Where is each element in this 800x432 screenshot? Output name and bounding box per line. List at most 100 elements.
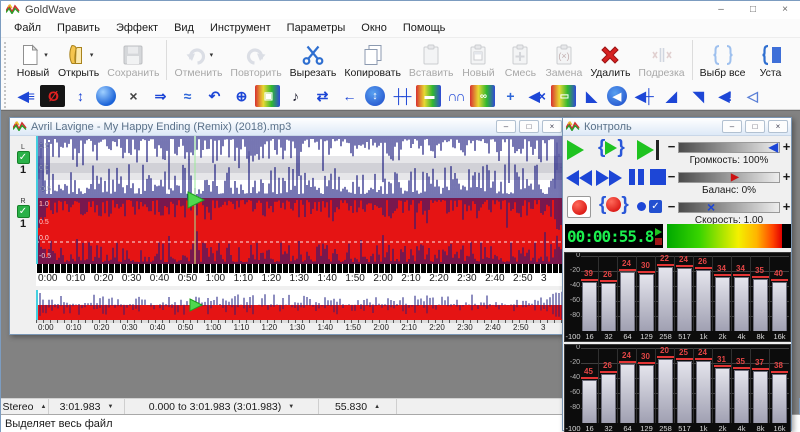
level-meter — [667, 224, 791, 248]
sphere-tool-icon[interactable] — [96, 86, 116, 106]
channel-checkbox[interactable]: ✓ — [16, 151, 30, 164]
fade-out-icon[interactable]: ◥ — [693, 87, 704, 104]
dropdown-arrow-icon[interactable]: ▾ — [44, 51, 48, 59]
peak-line — [657, 355, 674, 358]
minus-button[interactable]: − — [667, 169, 676, 184]
reverse-effect-icon[interactable]: ↶ — [208, 87, 221, 104]
sphere-pan-icon[interactable]: ↕ — [365, 86, 385, 106]
volume-node-icon[interactable]: ◁ — [747, 87, 758, 104]
close-button[interactable]: × — [782, 4, 788, 15]
plus-button[interactable]: + — [782, 169, 791, 184]
minimize-button[interactable]: – — [722, 120, 742, 133]
minus-button[interactable]: − — [667, 139, 676, 154]
открыть-button[interactable]: ▾ Открыть — [54, 40, 103, 80]
close-button[interactable]: × — [542, 120, 562, 133]
menu-item-вид[interactable]: Вид — [174, 22, 194, 34]
band-cart-icon[interactable]: ∞ — [470, 85, 495, 107]
speed-track[interactable]: × — [678, 198, 780, 215]
menu-item-помощь[interactable]: Помощь — [402, 22, 446, 34]
speaker-properties-icon[interactable]: ◀≡ — [18, 87, 35, 104]
paste-at-marker-icon[interactable]: ⇒ — [154, 87, 167, 104]
mechanize-effect-icon[interactable]: ⊕ — [235, 87, 248, 104]
volume-shape-icon[interactable]: ◣ — [586, 87, 597, 104]
dropdown-arrow-icon[interactable]: ▾ — [209, 51, 214, 59]
x-axis-label: 1k — [699, 332, 708, 341]
editor-titlebar[interactable]: Avril Lavigne - My Happy Ending (Remix) … — [10, 118, 565, 136]
control-titlebar[interactable]: Контроль – □ × — [563, 118, 791, 136]
menu-item-эффект[interactable]: Эффект — [115, 22, 159, 34]
menu-item-править[interactable]: Править — [57, 22, 100, 34]
выбр все-button[interactable]: Выбр все — [696, 40, 750, 80]
pitch-bands-icon[interactable]: ▬ — [416, 85, 441, 107]
volume-track[interactable]: ◀ — [678, 139, 780, 154]
offset-cart-icon[interactable]: ▭ — [551, 85, 576, 107]
play-button[interactable] — [567, 140, 584, 160]
maximize-vertical-icon[interactable]: ↕ — [77, 88, 84, 104]
maximize-button[interactable]: □ — [749, 4, 757, 15]
уста-button[interactable]: Уста — [750, 40, 792, 80]
minus-button[interactable]: − — [667, 199, 676, 214]
flanger-pinch-icon[interactable]: + — [506, 88, 514, 104]
volume-match-icon[interactable]: ◀┼ — [635, 87, 654, 104]
navigate-back-icon[interactable]: ← — [342, 88, 357, 104]
maximize-button[interactable]: □ — [745, 120, 765, 133]
новый-button[interactable]: ▾ Новый — [12, 40, 54, 80]
equalizer-sliders-icon[interactable]: ┼┼ — [393, 88, 412, 104]
doppler-effect-icon[interactable]: ▣ — [255, 85, 280, 107]
record-button[interactable] — [567, 196, 591, 218]
noise-gate-icon[interactable]: ◀× — [529, 87, 546, 104]
toolbar-grip[interactable] — [4, 83, 9, 109]
status-cell-2[interactable]: 0.000 to 3:01.983 (3:01.983) ▼ — [125, 399, 319, 414]
select-all-icon — [711, 41, 735, 68]
toolbar-grip[interactable] — [4, 42, 9, 80]
channel-checkbox[interactable]: ✓ — [16, 205, 30, 218]
play-to-end-button[interactable] — [637, 140, 659, 160]
grid-line — [655, 348, 656, 423]
dropdown-arrow-icon[interactable]: ▾ — [89, 51, 94, 59]
stop-button[interactable] — [650, 169, 666, 185]
close-button[interactable]: × — [768, 120, 788, 133]
копировать-button[interactable]: Копировать — [340, 40, 405, 80]
speed-thumb-icon[interactable]: × — [707, 198, 716, 215]
fast-forward-button[interactable] — [596, 170, 622, 186]
speed-slider[interactable]: − × + — [667, 198, 791, 215]
monitor-off-icon[interactable]: Ø — [40, 85, 65, 107]
fade-in-icon[interactable]: ◢ — [666, 87, 677, 104]
scissors-icon — [301, 41, 325, 68]
plus-button[interactable]: + — [782, 199, 791, 214]
status-cell-3[interactable]: 55.830 ▲ — [319, 399, 397, 414]
pause-button[interactable] — [629, 169, 647, 185]
cue-points-icon[interactable]: × — [129, 88, 137, 104]
gate-doors-icon[interactable]: ∩∩ — [447, 88, 465, 104]
playlist-notes-icon[interactable]: ♪ — [292, 88, 299, 104]
waveform-view[interactable]: 0.5 0.0 -0.5 1.0 0.5 0.0 -0.5 — [36, 136, 565, 264]
balance-thumb-icon[interactable]: ▶ — [731, 171, 739, 183]
удалить-button[interactable]: Удалить — [586, 40, 634, 80]
overview-bar[interactable] — [36, 290, 565, 320]
speaker-round-icon[interactable]: ◀ — [607, 86, 627, 106]
plus-button[interactable]: + — [782, 139, 791, 154]
maximize-button[interactable]: □ — [519, 120, 539, 133]
expression-wave-icon[interactable]: ≈ — [183, 88, 192, 104]
play-selection-button[interactable]: {} — [598, 137, 625, 158]
record-selection-button[interactable]: {} — [599, 194, 629, 215]
volume-thumb-icon[interactable]: ◀ — [768, 139, 778, 154]
balance-track[interactable]: ▶ — [678, 171, 780, 183]
swap-channels-icon[interactable]: ⇄ — [316, 87, 329, 104]
menu-item-инструмент[interactable]: Инструмент — [209, 22, 271, 34]
peak-line — [771, 370, 788, 373]
record-options-button[interactable]: ✓ — [637, 200, 662, 213]
status-cell-1[interactable]: 3:01.983 ▼ — [49, 399, 125, 414]
time-axis-ticks[interactable] — [36, 264, 565, 273]
rewind-button[interactable] — [566, 170, 592, 186]
volume-slider[interactable]: − ◀ + — [667, 140, 791, 154]
minimize-button[interactable]: – — [496, 120, 516, 133]
menu-item-файл[interactable]: Файл — [14, 22, 42, 34]
minimize-button[interactable]: – — [718, 4, 724, 15]
status-cell-0[interactable]: Stereo ▲ — [1, 399, 49, 414]
menu-item-параметры[interactable]: Параметры — [286, 22, 346, 34]
вырезать-button[interactable]: Вырезать — [286, 40, 341, 80]
balance-slider[interactable]: − ▶ + — [667, 170, 791, 184]
menu-item-окно[interactable]: Окно — [361, 22, 387, 34]
volume-warning-icon[interactable]: ◀! — [718, 87, 732, 104]
